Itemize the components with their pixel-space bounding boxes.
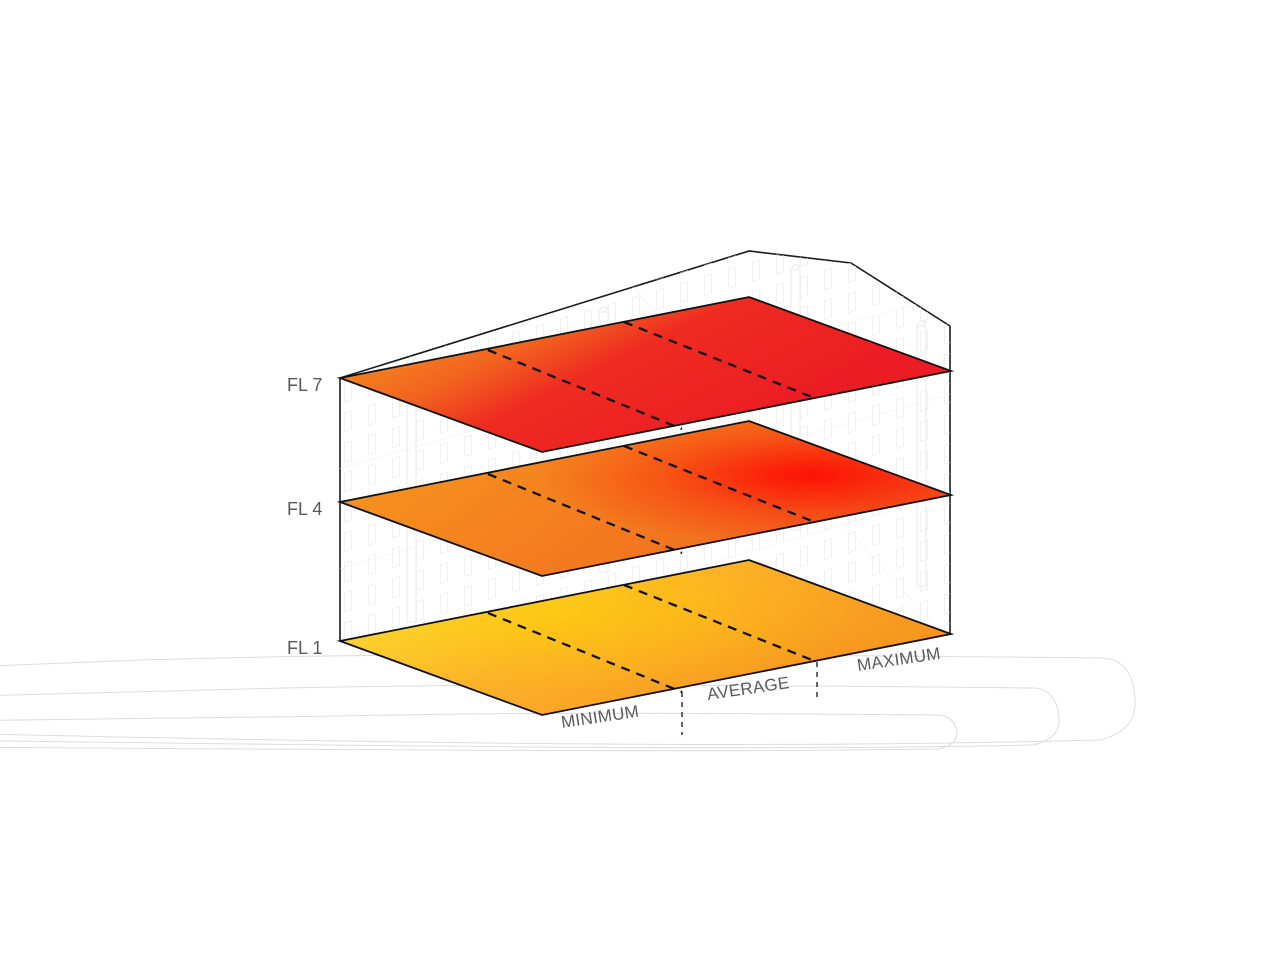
svg-text:FL 1: FL 1 <box>287 638 322 658</box>
svg-text:FL 4: FL 4 <box>287 499 322 519</box>
svg-text:FL 7: FL 7 <box>287 375 322 395</box>
